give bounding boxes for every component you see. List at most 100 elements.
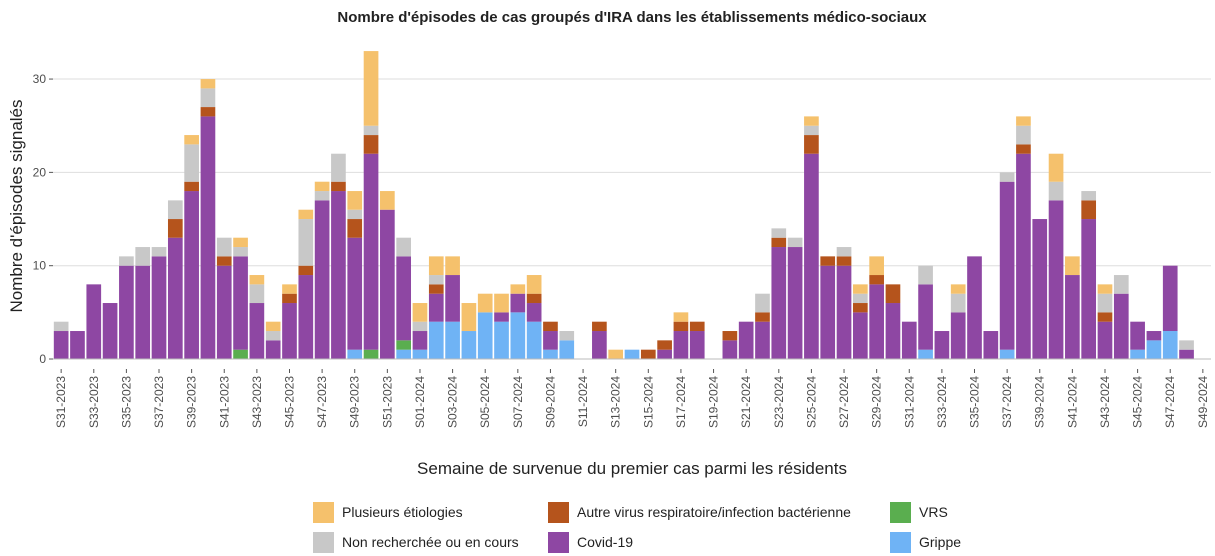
bar-segment	[200, 79, 216, 89]
bar-segment	[1097, 284, 1113, 294]
bar-segment	[298, 209, 314, 220]
bar-segment	[950, 284, 966, 294]
bar-segment	[1162, 265, 1178, 332]
bar-segment	[885, 303, 901, 360]
x-tick-label: S07-2024	[511, 376, 525, 428]
bar-segment	[804, 153, 819, 360]
x-tick-label: S47-2024	[1163, 376, 1177, 428]
legend-label: Autre virus respiratoire/infection bacté…	[577, 504, 851, 520]
bar-segment	[1130, 321, 1145, 350]
bar-segment	[1162, 331, 1178, 360]
x-tick-label: S21-2024	[739, 376, 753, 428]
bar-segment	[755, 312, 770, 322]
bar-segment	[249, 284, 265, 304]
bar-segment	[1016, 153, 1031, 360]
x-tick-label: S31-2024	[902, 376, 916, 428]
bar-segment	[918, 284, 933, 350]
bar-segment	[836, 247, 852, 257]
bar-segment	[950, 293, 966, 313]
bar-segment	[1081, 200, 1097, 220]
bar-segment	[657, 349, 672, 360]
x-tick-label: S01-2024	[413, 376, 427, 428]
bar-segment	[412, 321, 428, 332]
bar-segment	[722, 340, 738, 360]
x-tick-label: S45-2024	[1131, 376, 1145, 428]
bar-segment	[70, 331, 85, 360]
x-tick-label: S27-2024	[837, 376, 851, 428]
bar-segment	[1016, 125, 1031, 145]
bar-segment	[820, 265, 836, 360]
bar-segment	[184, 191, 199, 360]
x-tick-label: S41-2023	[217, 376, 231, 428]
bar-segment	[722, 331, 738, 341]
bar-segment	[167, 219, 183, 238]
bar-segment	[1130, 349, 1145, 360]
bar-segment	[412, 331, 428, 350]
bar-segment	[1065, 256, 1080, 276]
legend-swatch	[548, 502, 569, 523]
x-tick-label: S15-2024	[641, 376, 655, 428]
bar-segment	[640, 349, 656, 360]
bar-segment	[869, 284, 884, 360]
x-tick-label: S09-2024	[543, 376, 557, 428]
bar-segment	[119, 265, 134, 360]
bar-segment	[738, 321, 754, 360]
bar-segment	[673, 312, 689, 322]
bar-segment	[102, 303, 118, 360]
bar-segment	[184, 144, 199, 182]
x-tick-label: S13-2024	[609, 376, 623, 428]
bar-segment	[331, 181, 346, 192]
x-tick-label: S29-2024	[870, 376, 884, 428]
bar-segment	[1065, 275, 1080, 360]
bar-segment	[445, 275, 460, 322]
bar-segment	[804, 116, 819, 126]
bar-segment	[347, 219, 363, 238]
bar-segment	[999, 172, 1015, 182]
bar-segment	[282, 284, 297, 294]
bar-segment	[494, 293, 509, 313]
bar-segment	[1081, 219, 1097, 360]
bar-segment	[184, 181, 199, 192]
x-tick-label: S37-2023	[152, 376, 166, 428]
bar-segment	[967, 256, 982, 360]
bar-segment	[852, 284, 868, 294]
x-tick-label: S25-2024	[804, 376, 818, 428]
bar-segment	[428, 321, 444, 360]
bar-segment	[396, 237, 412, 257]
bar-segment	[314, 191, 330, 201]
bar-segment	[918, 349, 933, 360]
bar-segment	[1016, 144, 1031, 154]
bar-segment	[787, 237, 803, 248]
bar-segment	[347, 237, 363, 350]
bar-segment	[1179, 340, 1194, 350]
bar-segment	[119, 256, 134, 266]
y-tick-label: 10	[33, 259, 47, 273]
bar-segment	[543, 321, 558, 332]
x-axis-title: Semaine de survenue du premier cas parmi…	[417, 459, 847, 478]
x-tick-label: S47-2023	[315, 376, 329, 428]
bar-segment	[771, 237, 787, 248]
bar-segment	[265, 321, 281, 332]
y-tick-label: 20	[33, 165, 47, 179]
bar-segment	[494, 321, 509, 360]
legend-label: Non recherchée ou en cours	[342, 534, 519, 550]
bar-segment	[135, 265, 151, 360]
bar-segment	[771, 228, 787, 238]
bar-segment	[1097, 312, 1113, 322]
bar-segment	[689, 331, 705, 360]
bar-segment	[918, 265, 933, 285]
bar-segment	[477, 293, 493, 313]
legend-label: Plusieurs étiologies	[342, 504, 463, 520]
bar-segment	[363, 153, 379, 350]
bar-segment	[869, 275, 884, 285]
bar-segment	[852, 312, 868, 360]
bar-segment	[804, 125, 819, 136]
bar-segment	[216, 256, 232, 266]
bar-segment	[233, 247, 248, 257]
bar-segment	[216, 237, 232, 257]
bar-segment	[836, 265, 852, 360]
y-tick-label: 30	[33, 72, 47, 86]
y-tick-label: 0	[39, 352, 46, 366]
bar-segment	[510, 312, 526, 360]
